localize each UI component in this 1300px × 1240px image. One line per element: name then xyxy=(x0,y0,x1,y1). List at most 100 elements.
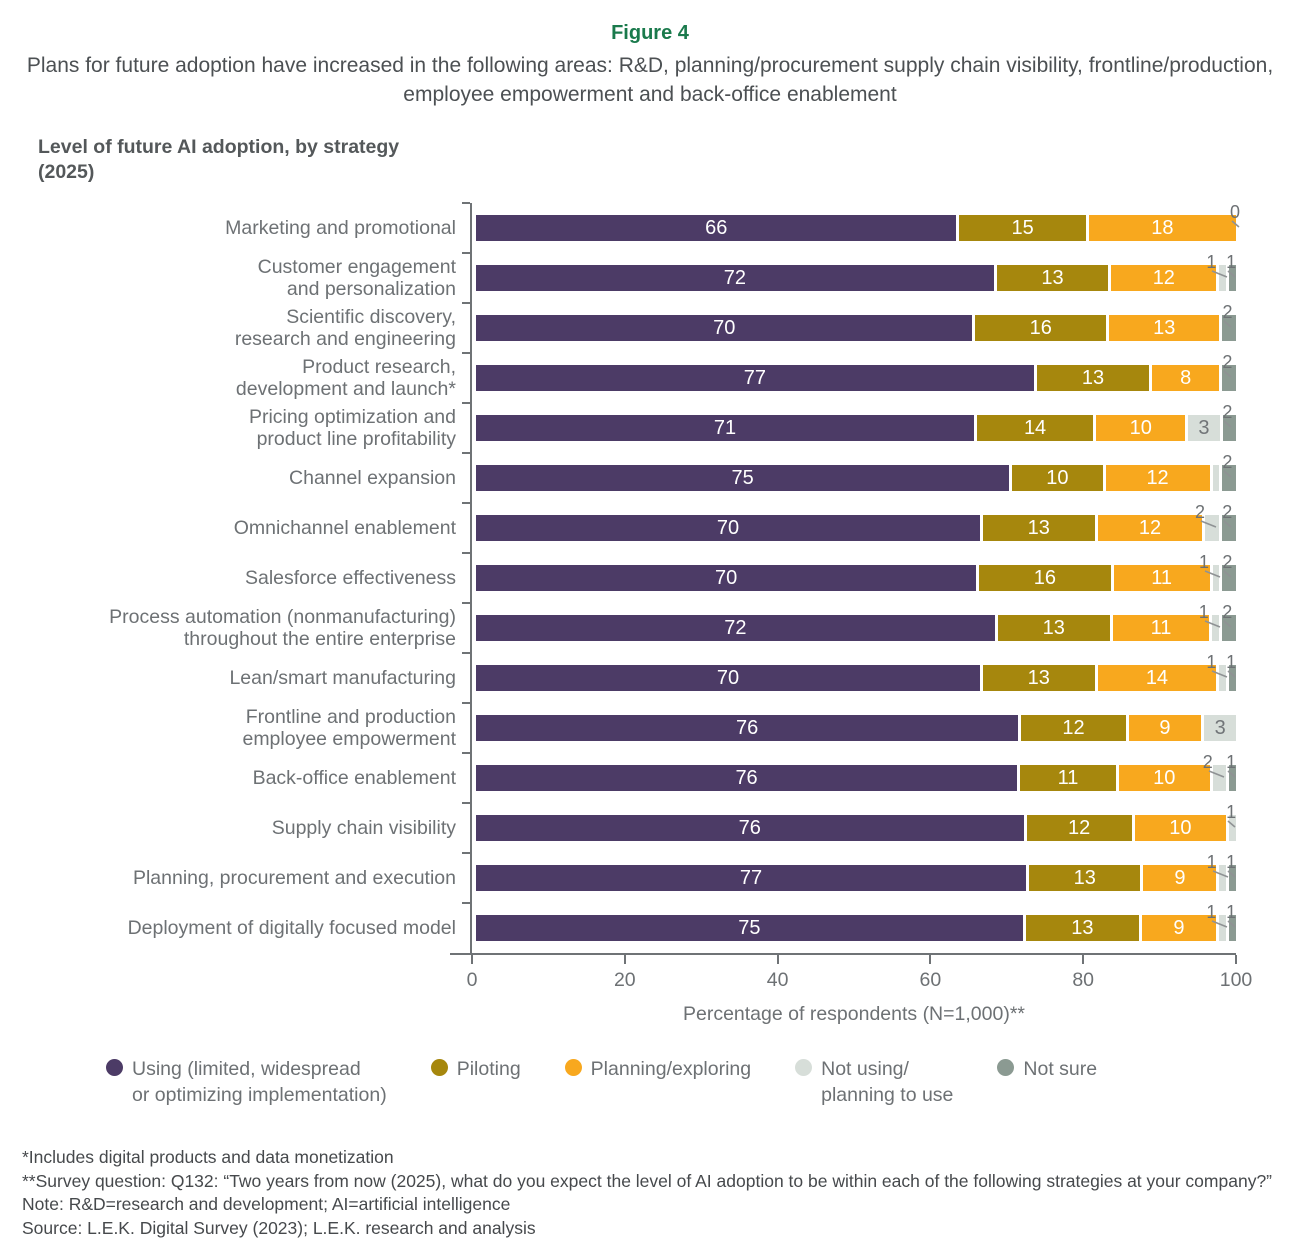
bar-value: 16 xyxy=(1034,567,1056,590)
bar-segment-planning: 10 xyxy=(1119,765,1210,791)
bar-segment-not_using xyxy=(1219,665,1226,691)
bar-segment-piloting: 13 xyxy=(983,665,1095,691)
legend: Using (limited, widespread or optimizing… xyxy=(106,1056,1300,1108)
bar-value: 76 xyxy=(736,717,758,740)
bar-value: 8 xyxy=(1180,367,1191,390)
bar-segment-not_using xyxy=(1213,565,1220,591)
bar-value: 12 xyxy=(1139,517,1161,540)
x-axis-tick xyxy=(1082,955,1084,964)
bar-segment-planning: 11 xyxy=(1113,615,1210,641)
category-label: Supply chain visibility xyxy=(0,803,470,853)
bar-segment-using: 71 xyxy=(476,415,974,441)
bar-value: 12 xyxy=(1153,267,1175,290)
category-label: Deployment of digitally focused model xyxy=(0,903,470,953)
bar-segment-not_sure xyxy=(1222,465,1236,491)
legend-swatch-not_using xyxy=(795,1059,812,1076)
bar-segment-planning: 14 xyxy=(1098,665,1217,691)
bar-value: 77 xyxy=(740,867,762,890)
stacked-bar: 76 12 10 xyxy=(476,815,1236,841)
bar-segment-not_sure xyxy=(1222,315,1236,341)
bar-segment-not_sure xyxy=(1229,765,1236,791)
bar-value: 9 xyxy=(1173,917,1184,940)
figure-label: Figure 4 xyxy=(0,0,1300,45)
x-axis-tick-label: 60 xyxy=(920,969,942,992)
bar-value: 10 xyxy=(1169,817,1191,840)
stacked-bar: 70 16 11 xyxy=(476,565,1236,591)
bar-value: 70 xyxy=(717,667,739,690)
bar-segment-piloting: 14 xyxy=(977,415,1093,441)
legend-label: Not sure xyxy=(1023,1056,1097,1082)
bar-segment-piloting: 13 xyxy=(998,615,1110,641)
bar-value: 10 xyxy=(1046,467,1068,490)
bar-value: 76 xyxy=(739,817,761,840)
legend-swatch-piloting xyxy=(431,1059,448,1076)
bar-value: 13 xyxy=(1028,667,1050,690)
x-axis-tick xyxy=(777,955,779,964)
category-label: Omnichannel enablement xyxy=(0,503,470,553)
category-label: Pricing optimization and product line pr… xyxy=(0,403,470,453)
bar-segment-piloting: 11 xyxy=(1020,765,1116,791)
x-axis-tick-label: 80 xyxy=(1072,969,1094,992)
category-label: Scientific discovery, research and engin… xyxy=(0,303,470,353)
legend-label: Piloting xyxy=(457,1056,521,1082)
bar-segment-piloting: 16 xyxy=(979,565,1110,591)
legend-swatch-not_sure xyxy=(997,1059,1014,1076)
bar-segment-planning: 11 xyxy=(1114,565,1210,591)
bar-segment-piloting: 10 xyxy=(1012,465,1102,491)
legend-label: Planning/exploring xyxy=(591,1056,751,1082)
bar-segment-not_using xyxy=(1219,865,1226,891)
category-label: Customer engagement and personalization xyxy=(0,253,470,303)
footnote: Note: R&D=research and development; AI=a… xyxy=(22,1193,1276,1217)
bar-segment-not_sure xyxy=(1222,615,1236,641)
footnote: *Includes digital products and data mone… xyxy=(22,1146,1276,1170)
bar-segment-piloting: 16 xyxy=(975,315,1106,341)
bar-value: 75 xyxy=(731,467,753,490)
bar-value: 3 xyxy=(1215,717,1226,740)
bar-segment-using: 76 xyxy=(476,715,1018,741)
bar-segment-planning: 10 xyxy=(1096,415,1185,441)
bar-segment-using: 76 xyxy=(476,765,1017,791)
chart-row: Product research, development and launch… xyxy=(0,353,1300,403)
bar-segment-using: 70 xyxy=(476,665,980,691)
category-label: Channel expansion xyxy=(0,453,470,503)
footnotes: *Includes digital products and data mone… xyxy=(22,1146,1276,1240)
bar-value: 70 xyxy=(713,317,735,340)
bar-segment-planning: 9 xyxy=(1142,915,1216,941)
category-label: Planning, procurement and execution xyxy=(0,853,470,903)
bar-value: 10 xyxy=(1130,417,1152,440)
bar-segment-using: 72 xyxy=(476,265,994,291)
bar-segment-using: 70 xyxy=(476,565,976,591)
legend-label: Not using/ planning to use xyxy=(821,1056,953,1108)
bar-segment-planning: 9 xyxy=(1129,715,1202,741)
bar-segment-using: 66 xyxy=(476,215,956,241)
x-axis-tick-label: 20 xyxy=(614,969,636,992)
bar-segment-planning: 12 xyxy=(1098,515,1203,541)
bar-value: 13 xyxy=(1028,517,1050,540)
bar-segment-not_sure xyxy=(1229,665,1236,691)
chart-row: Scientific discovery, research and engin… xyxy=(0,303,1300,353)
bar-value: 9 xyxy=(1159,717,1170,740)
bar-value: 12 xyxy=(1068,817,1090,840)
bar-segment-not_using xyxy=(1219,915,1226,941)
bar-segment-piloting: 12 xyxy=(1027,815,1132,841)
x-axis-tick-label: 0 xyxy=(467,969,478,992)
